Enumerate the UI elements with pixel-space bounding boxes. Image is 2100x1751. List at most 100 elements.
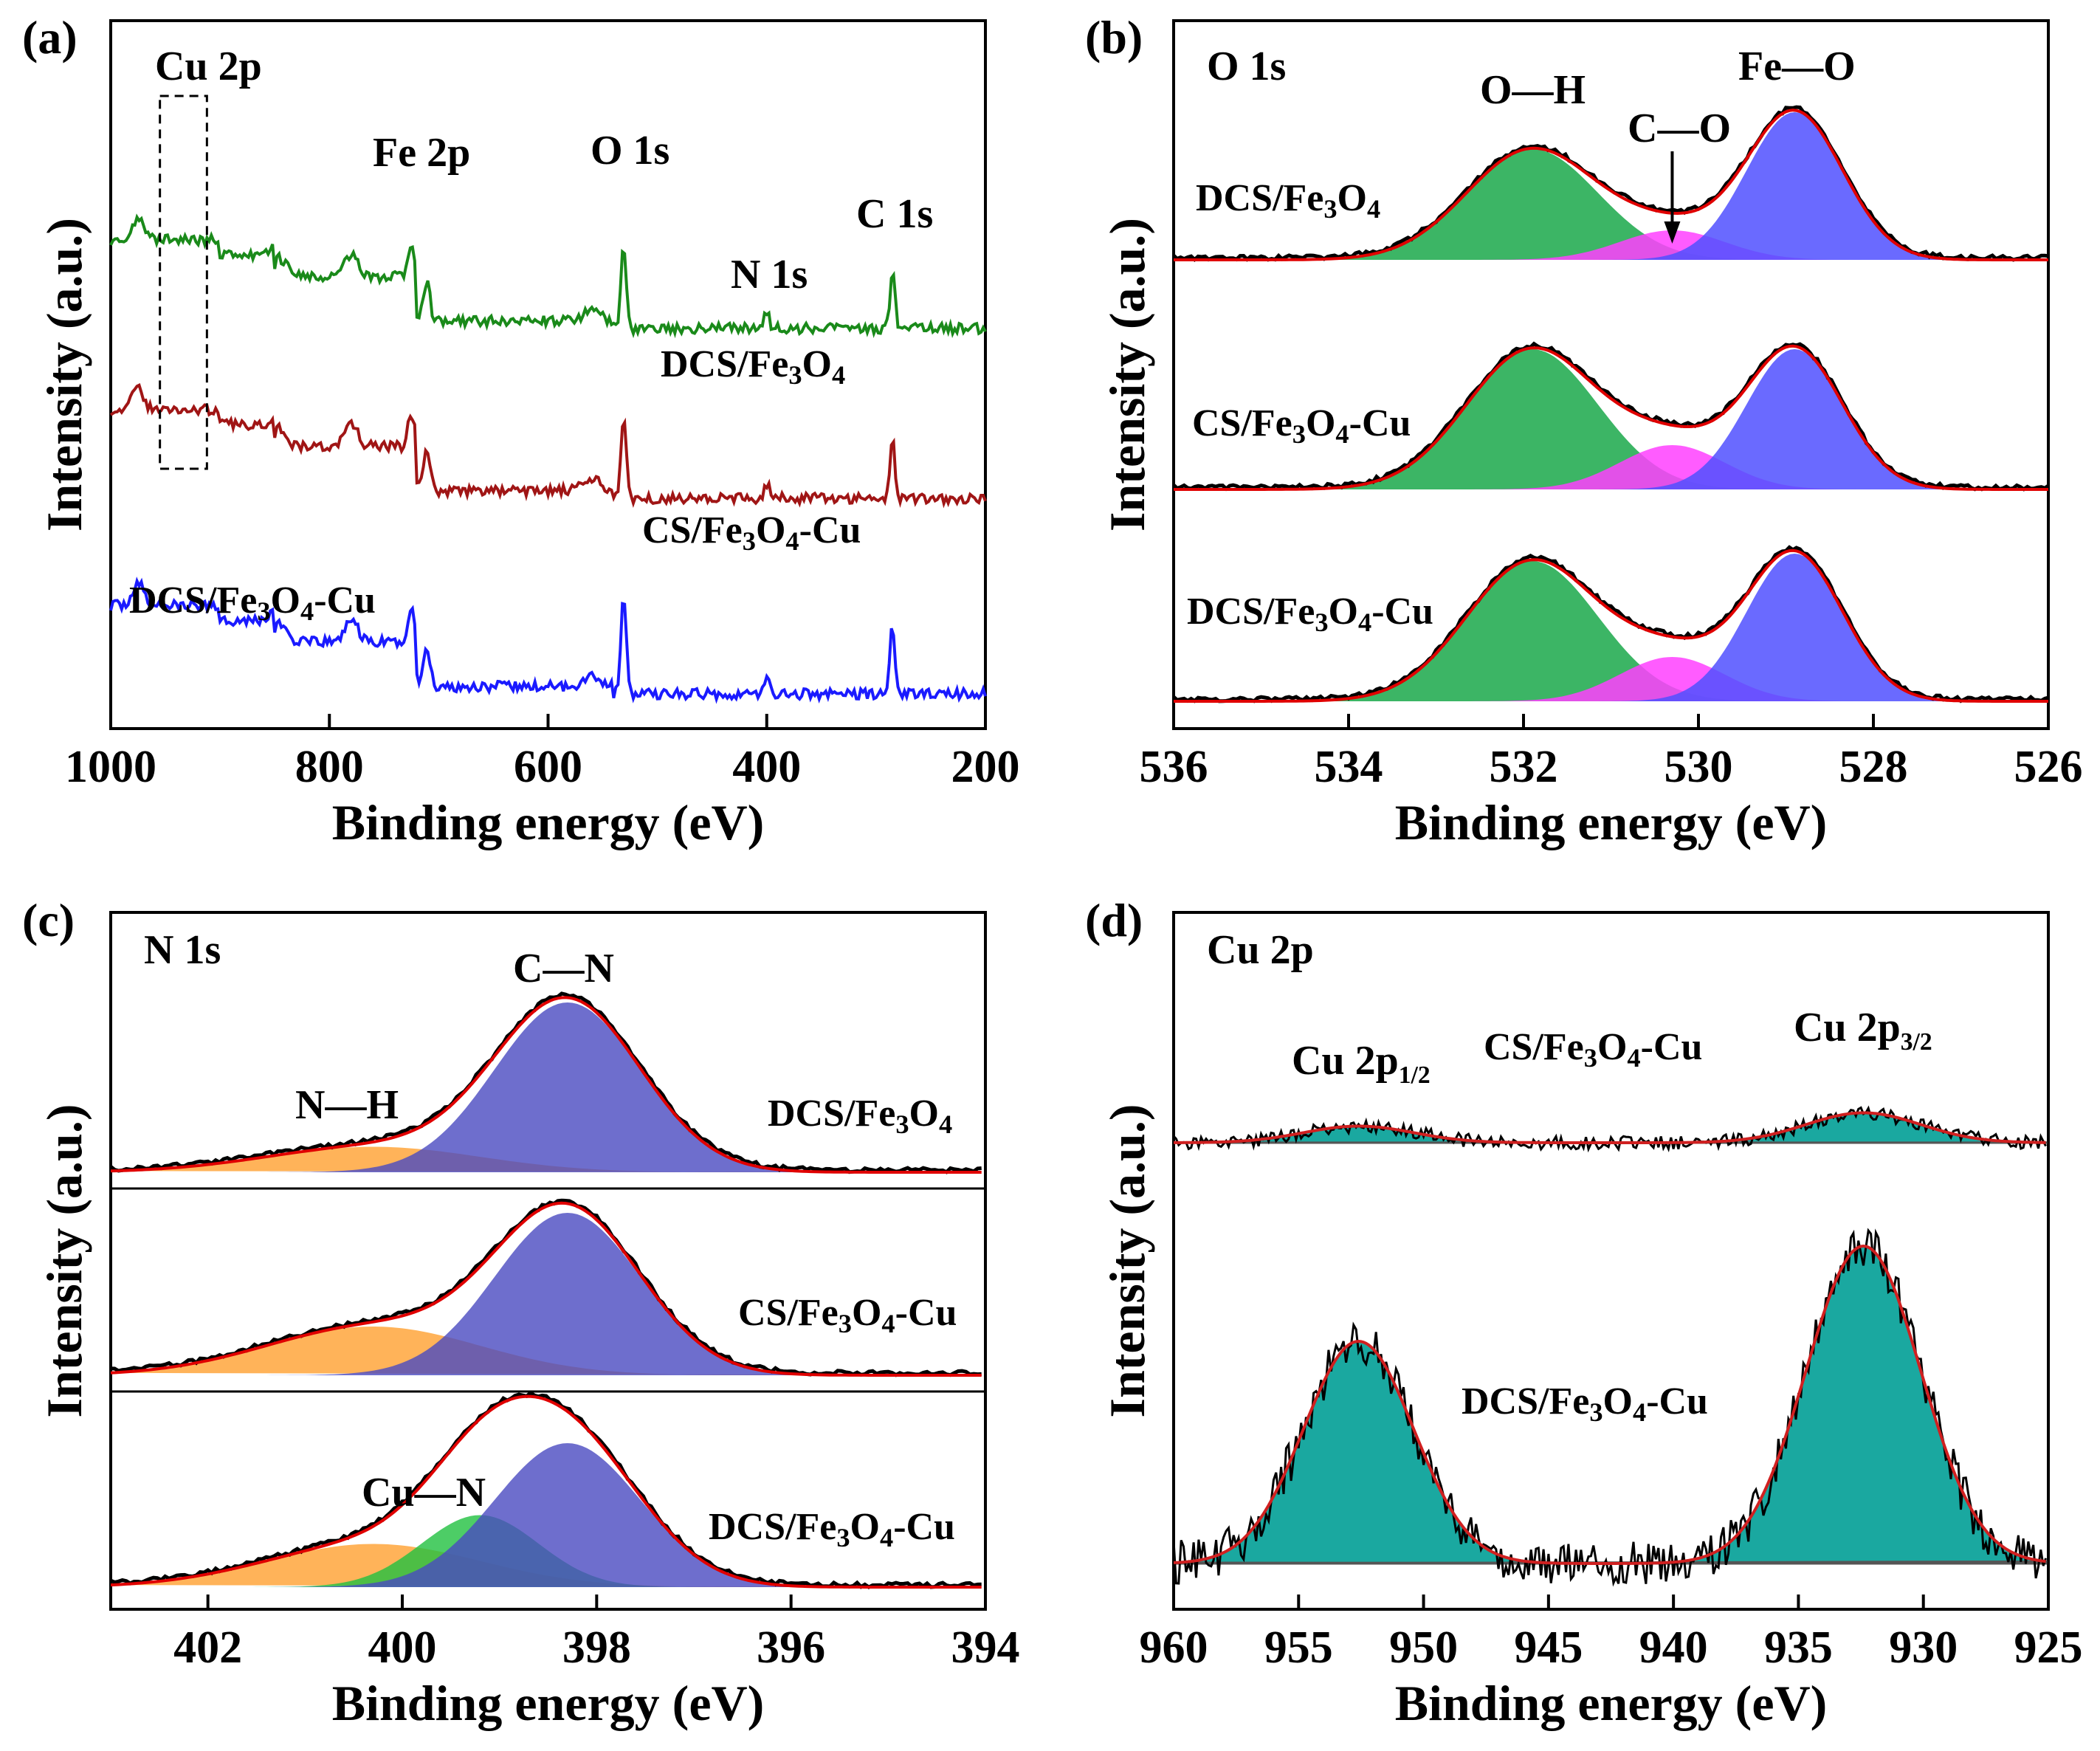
label-subscript: 4	[939, 1110, 952, 1139]
c-component-area-0-1	[111, 1002, 981, 1172]
b-x-axis-title: Binding energy (eV)	[1395, 794, 1828, 850]
label-part: DCS/Fe	[129, 579, 257, 622]
c-fit-envelope-0	[110, 996, 982, 1174]
label-part: O	[850, 1506, 880, 1548]
label-subscript: 3	[895, 1110, 909, 1139]
panel-b-o1s: 536 534 532 530 528 526 Binding energy (eV) Int…	[1085, 11, 2083, 850]
c-raw-spectrum-2	[110, 1390, 982, 1589]
c-sample-label-0: DCS/Fe3O4	[768, 1093, 952, 1139]
b-component-area-1-0	[1174, 349, 2048, 489]
label-part: DCS/Fe	[661, 343, 788, 385]
label-part: DCS/Fe	[709, 1506, 836, 1548]
a-panel-label: (a)	[22, 11, 78, 63]
label-part: CS/Fe	[1192, 402, 1292, 444]
label-subscript: 3	[836, 1523, 850, 1552]
label-part: O	[909, 1093, 939, 1135]
d-x-tick-label: 950	[1389, 1623, 1458, 1673]
label-part: O	[756, 509, 785, 551]
b-component-area-2-0	[1174, 561, 2048, 701]
c-component-area-2-0	[111, 1544, 981, 1587]
c-component-area-1-0	[111, 1327, 981, 1375]
a-peak-label-fe2p: Fe 2p	[373, 130, 470, 176]
b-y-axis-title: Intensity (a.u.)	[1099, 218, 1155, 532]
b-raw-spectrum-2	[1172, 545, 2049, 704]
b-panel-label: (b)	[1085, 11, 1143, 63]
b-component-area-1-1	[1174, 445, 2048, 489]
label-part: -Cu	[1641, 1026, 1703, 1068]
label-part: -Cu	[893, 1506, 955, 1548]
d-sample-label-0: CS/Fe3O4-Cu	[1484, 1026, 1702, 1073]
b-x-tick-label: 536	[1140, 742, 1208, 792]
label-part: DCS/Fe	[1187, 591, 1315, 633]
c-fit-envelope-1	[110, 1201, 982, 1377]
label-part: -Cu	[314, 579, 376, 622]
d-x-tick-label: 935	[1764, 1623, 1833, 1673]
label-subscript: 4	[300, 596, 314, 626]
a-legend-dcs-fe3o4-cu: DCS/Fe3O4-Cu	[129, 579, 376, 626]
label-subscript: 4	[785, 526, 799, 556]
c-component-area-1-1	[111, 1213, 981, 1375]
label-part: O	[1306, 402, 1335, 444]
label-part: -Cu	[799, 509, 861, 551]
b-component-area-2-1	[1174, 657, 2048, 701]
b-fit-envelope-1	[1174, 344, 2048, 491]
label-part: O	[1597, 1026, 1627, 1068]
c-x-tick-label: 398	[562, 1623, 631, 1673]
b-sample-label-0: DCS/Fe3O4	[1196, 177, 1380, 224]
a-x-tick-label: 800	[295, 742, 364, 792]
c-component-area-0-0	[111, 1146, 981, 1172]
a-legend-dcs-fe3o4: DCS/Fe3O4	[661, 343, 845, 390]
label-part: DCS/Fe	[1196, 177, 1323, 219]
c-x-tick-label: 402	[173, 1623, 242, 1673]
label-part: DCS/Fe	[768, 1093, 895, 1135]
c-x-tick-label: 400	[368, 1623, 437, 1673]
label-subscript: 3	[1323, 194, 1337, 224]
label-part: CS/Fe	[738, 1292, 839, 1334]
label-subscript: 4	[1633, 1397, 1646, 1427]
c-title: N 1s	[144, 927, 221, 973]
label-part: -Cu	[1371, 591, 1433, 633]
b-fit-envelope-2	[1174, 548, 2048, 703]
d-fit-envelope-1	[1173, 1244, 2046, 1565]
label-part: O	[271, 579, 300, 622]
c-label-cn: C—N	[513, 946, 614, 991]
b-label-feo: Fe—O	[1738, 44, 1856, 89]
b-x-tick-label: 528	[1839, 742, 1908, 792]
label-subscript: 3	[788, 360, 802, 390]
b-x-tick-label: 526	[2014, 742, 2083, 792]
b-fit-envelope-0	[1174, 109, 2048, 261]
label-part: -Cu	[1349, 402, 1411, 444]
a-peak-label-o1s: O 1s	[591, 128, 669, 173]
d-panel-label: (d)	[1085, 894, 1143, 946]
a-legend-cs-fe3o4-cu: CS/Fe3O4-Cu	[642, 509, 861, 556]
label-subscript: 3	[1315, 608, 1328, 637]
panel-a-survey: 1000 800 600 400 200 Binding energy (eV) Inten…	[22, 11, 1020, 850]
d-fit-envelope-0	[1174, 1111, 2046, 1144]
b-component-area-2-2	[1174, 554, 2048, 701]
c-panel-label: (c)	[22, 894, 75, 946]
d-plot-frame	[1172, 911, 2050, 1611]
label-part: CS/Fe	[642, 509, 743, 551]
label-subscript: 4	[832, 360, 845, 390]
b-x-tick-label: 534	[1315, 742, 1383, 792]
b-label-co: C—O	[1628, 106, 1731, 151]
a-x-tick-label: 400	[732, 742, 801, 792]
c-sample-label-1: CS/Fe3O4-Cu	[738, 1292, 957, 1338]
panel-d-cu2p: 960 955 950 945 940 935 930 925 Binding energy (…	[1085, 894, 2083, 1731]
a-x-tick-label: 1000	[65, 742, 156, 792]
d-peak-label-0: Cu 2p1/2	[1292, 1038, 1431, 1089]
c-plot-frame	[109, 911, 987, 1611]
b-co-arrow-head	[1664, 221, 1681, 244]
d-x-tick-label: 930	[1889, 1623, 1958, 1673]
label-subscript: 4	[1358, 608, 1371, 637]
d-x-tick-label: 960	[1140, 1623, 1208, 1673]
label-subscript: 3	[1292, 419, 1306, 449]
a-peak-label-cu2p: Cu 2p	[155, 44, 262, 89]
d-title: Cu 2p	[1207, 927, 1314, 973]
c-label-cun: Cu—N	[362, 1470, 486, 1516]
a-peak-label-c1s: C 1s	[856, 191, 933, 237]
d-peak-label-1: Cu 2p3/2	[1794, 1005, 1932, 1056]
label-subscript: 3	[257, 596, 270, 626]
b-sample-label-2: DCS/Fe3O4-Cu	[1187, 591, 1433, 637]
d-x-tick-label: 925	[2014, 1623, 2083, 1673]
